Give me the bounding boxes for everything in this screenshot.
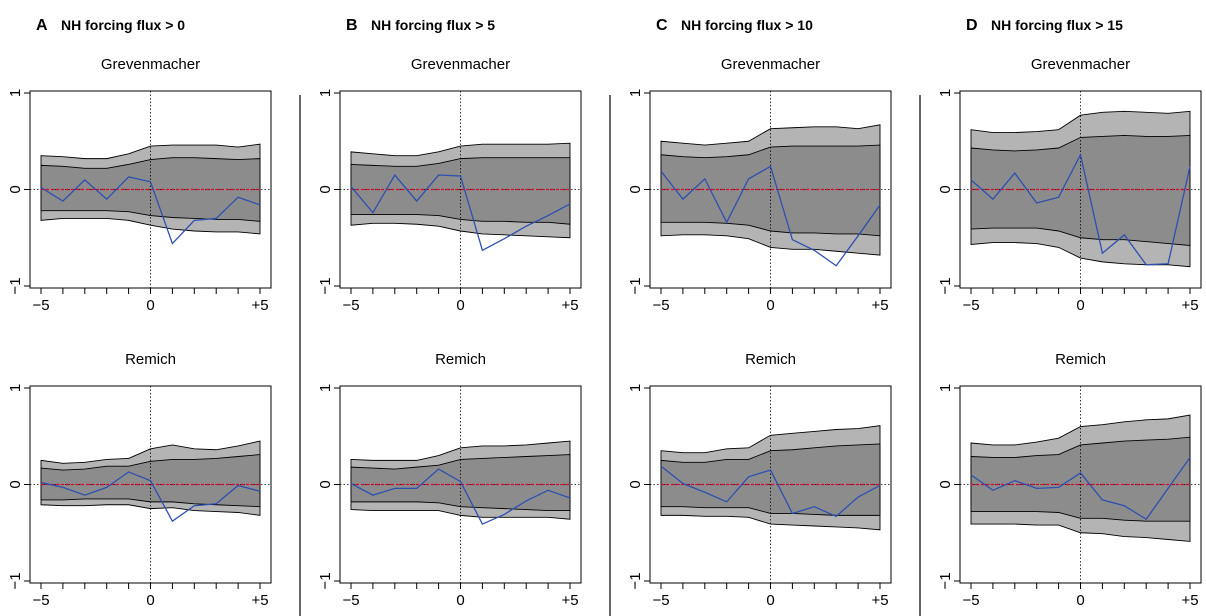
panel-title: NH forcing flux > 5 <box>371 17 495 33</box>
y-tick-label: 1 <box>937 384 954 392</box>
y-tick-label: −1 <box>317 572 334 589</box>
x-tick-label: −5 <box>652 592 669 609</box>
observed-series-line <box>660 165 881 267</box>
x-tick-label: −5 <box>962 297 979 314</box>
subplot-grevenmacher: Grevenmacher −5 0 +5 −1 0 1 <box>7 56 272 314</box>
x-tick-label: −5 <box>342 592 359 609</box>
observed-series-line <box>350 173 571 252</box>
x-tick-label: 0 <box>456 297 464 314</box>
y-tick-label: 0 <box>937 185 954 193</box>
y-tick-label: 0 <box>7 480 24 488</box>
x-tick-label: +5 <box>251 592 268 609</box>
x-tick-label: +5 <box>871 592 888 609</box>
panel-title: NH forcing flux > 10 <box>681 17 813 33</box>
y-tick-label: 0 <box>7 185 24 193</box>
y-tick-label: 1 <box>7 89 24 97</box>
subplot-title: Grevenmacher <box>721 56 820 73</box>
subplot-grevenmacher: Grevenmacher −5 0 +5 −1 0 1 <box>317 56 582 314</box>
panel-c: C NH forcing flux > 10 Grevenmacher −5 0 +5 −1… <box>609 17 892 616</box>
x-tick-label: 0 <box>146 297 154 314</box>
y-tick-label: 0 <box>937 480 954 488</box>
x-tick-label: 0 <box>1076 592 1084 609</box>
panel-letter: C <box>656 17 668 34</box>
subplot-title: Remich <box>745 351 796 368</box>
panel-letter: D <box>966 17 978 34</box>
inner-confidence-band <box>970 436 1191 522</box>
x-tick-label: −5 <box>962 592 979 609</box>
y-tick-label: 0 <box>627 480 644 488</box>
observed-series-line <box>660 465 881 518</box>
y-tick-label: 1 <box>627 384 644 392</box>
subplot-remich: Remich −5 0 +5 −1 0 1 <box>627 351 892 609</box>
subplot-title: Grevenmacher <box>1031 56 1130 73</box>
panel-d: D NH forcing flux > 15 Grevenmacher −5 0 +5 −1… <box>919 17 1202 616</box>
x-tick-label: 0 <box>146 592 154 609</box>
y-tick-label: 0 <box>317 480 334 488</box>
x-tick-label: 0 <box>456 592 464 609</box>
x-tick-label: 0 <box>1076 297 1084 314</box>
x-tick-label: +5 <box>251 297 268 314</box>
subplot-remich: Remich −5 0 +5 −1 0 1 <box>937 351 1202 609</box>
observed-series-line <box>40 176 261 245</box>
y-tick-label: 0 <box>317 185 334 193</box>
y-tick-label: −1 <box>937 277 954 294</box>
panel-a: A NH forcing flux > 0 Grevenmacher −5 0 +5 −1 0… <box>7 17 272 609</box>
y-tick-label: −1 <box>937 572 954 589</box>
panel-letter: B <box>346 17 358 34</box>
y-tick-label: 1 <box>937 89 954 97</box>
subplot-title: Grevenmacher <box>101 56 200 73</box>
x-tick-label: +5 <box>871 297 888 314</box>
x-tick-label: −5 <box>342 297 359 314</box>
subplot-grevenmacher: Grevenmacher −5 0 +5 −1 0 1 <box>937 56 1202 314</box>
y-tick-label: −1 <box>317 277 334 294</box>
y-tick-label: −1 <box>627 277 644 294</box>
panel-title: NH forcing flux > 0 <box>61 17 185 33</box>
x-tick-label: +5 <box>1181 297 1198 314</box>
subplot-remich: Remich −5 0 +5 −1 0 1 <box>317 351 582 609</box>
inner-confidence-band <box>350 157 571 225</box>
y-tick-label: −1 <box>7 277 24 294</box>
subplot-title: Grevenmacher <box>411 56 510 73</box>
subplot-title: Remich <box>125 351 176 368</box>
subplot-title: Remich <box>1055 351 1106 368</box>
subplot-remich: Remich −5 0 +5 −1 0 1 <box>7 351 272 609</box>
subplot-title: Remich <box>435 351 486 368</box>
y-tick-label: 1 <box>317 384 334 392</box>
x-tick-label: +5 <box>1181 592 1198 609</box>
y-tick-label: −1 <box>627 572 644 589</box>
x-tick-label: +5 <box>561 297 578 314</box>
y-tick-label: 1 <box>627 89 644 97</box>
y-tick-label: 0 <box>627 185 644 193</box>
x-tick-label: 0 <box>766 297 774 314</box>
x-tick-label: −5 <box>32 592 49 609</box>
y-tick-label: 1 <box>7 384 24 392</box>
observed-series-line <box>970 152 1191 266</box>
observed-series-line <box>40 471 261 523</box>
x-tick-label: 0 <box>766 592 774 609</box>
y-tick-label: 1 <box>317 89 334 97</box>
panel-letter: A <box>36 17 48 34</box>
observed-series-line <box>970 457 1191 521</box>
observed-series-line <box>350 468 571 525</box>
x-tick-label: +5 <box>561 592 578 609</box>
panel-title: NH forcing flux > 15 <box>991 17 1123 33</box>
x-tick-label: −5 <box>652 297 669 314</box>
panel-b: B NH forcing flux > 5 Grevenmacher −5 0 +5 −1 0… <box>299 17 582 616</box>
y-tick-label: −1 <box>7 572 24 589</box>
subplot-grevenmacher: Grevenmacher −5 0 +5 −1 0 1 <box>627 56 892 314</box>
x-tick-label: −5 <box>32 297 49 314</box>
